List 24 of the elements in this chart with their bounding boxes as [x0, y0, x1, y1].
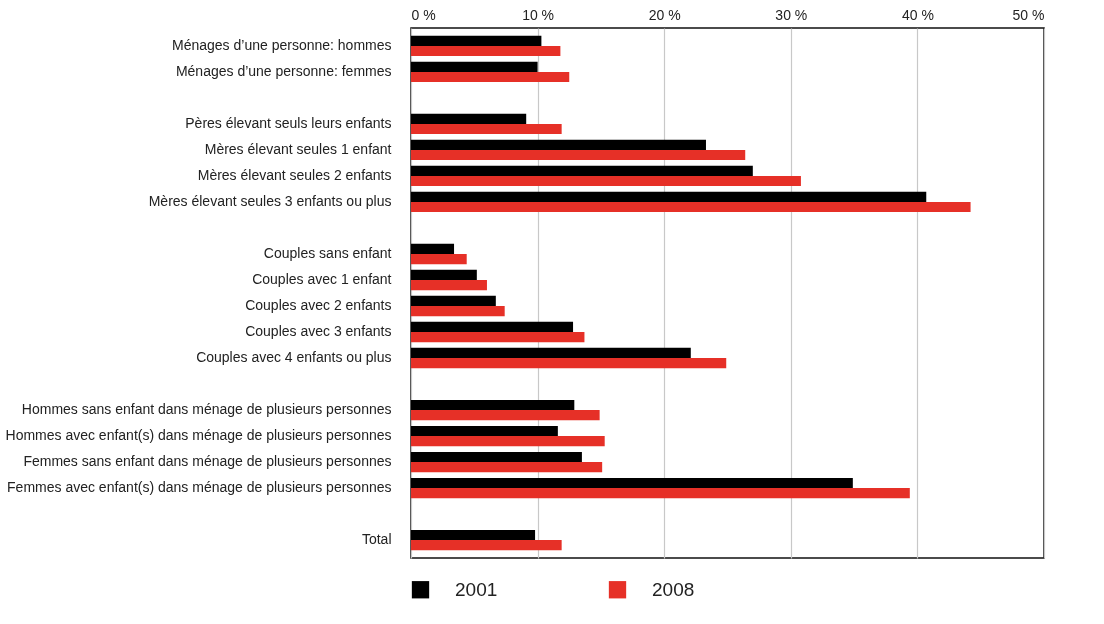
x-tick-label: 0 % [411, 6, 436, 23]
y-tick-label: Femmes avec enfant(s) dans ménage de plusieurs personnes [7, 479, 392, 496]
x-tick-label: 40 % [901, 6, 934, 23]
y-tick-label: Couples avec 4 enfants ou plus [196, 349, 392, 366]
y-tick-label: Total [361, 531, 392, 548]
y-tick-label: Couples avec 2 enfants [245, 297, 392, 313]
x-tick-label: 50 % [1012, 6, 1045, 23]
x-tick-label: 30 % [775, 6, 808, 23]
y-tick-label: Couples avec 3 enfants [245, 323, 392, 340]
y-tick-label: Mères élevant seules 2 enfants [197, 166, 392, 183]
x-tick-label: 20 % [648, 6, 681, 23]
y-tick-label: Couples sans enfant [263, 244, 392, 261]
y-tick-label: Ménages d’une personne: hommes [172, 36, 392, 53]
x-tick-label: 10 % [522, 6, 555, 23]
y-tick-label: Femmes sans enfant dans ménage de plusieurs personnes [23, 453, 392, 470]
y-tick-label: Pères élevant seuls leurs enfants [185, 114, 392, 131]
y-tick-label: Couples avec 1 enfant [252, 271, 392, 287]
y-tick-label: Ménages d’une personne: femmes [175, 62, 392, 79]
y-tick-label: Hommes sans enfant dans ménage de plusieurs personnes [21, 401, 392, 418]
legend-label: 2008 [652, 578, 695, 600]
y-tick-label: Mères élevant seules 1 enfant [204, 140, 392, 157]
y-tick-label: Hommes avec enfant(s) dans ménage de plusieurs personnes [5, 427, 392, 444]
legend-label: 2001 [455, 578, 498, 600]
y-tick-label: Mères élevant seules 3 enfants ou plus [148, 192, 392, 209]
